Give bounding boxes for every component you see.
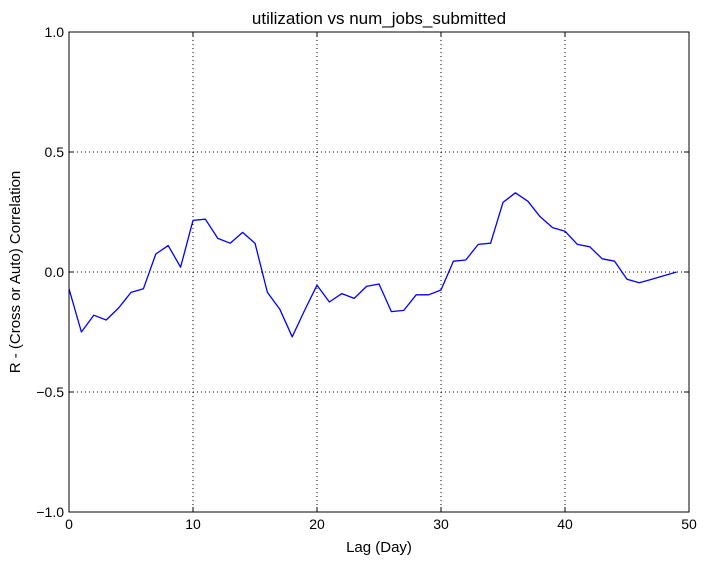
y-tick-label: 0.0 [45, 264, 65, 280]
y-axis-label: R - (Cross or Auto) Correlation [7, 171, 24, 374]
series-line [68, 192, 677, 338]
chart-title: utilization vs num_jobs_submitted [252, 9, 506, 28]
x-tick-label: 50 [681, 516, 697, 532]
y-tick-label: 1.0 [45, 24, 65, 40]
y-tick-label: 0.5 [45, 144, 65, 160]
ticks: 0 10 20 30 40 50 −1.0 −0.5 0.0 0.5 1.0 [36, 24, 697, 532]
x-axis-label: Lag (Day) [346, 539, 412, 556]
grid [69, 32, 689, 512]
y-tick-label: −0.5 [36, 384, 64, 400]
x-tick-label: 30 [433, 516, 449, 532]
x-tick-label: 10 [185, 516, 201, 532]
x-tick-label: 40 [557, 516, 573, 532]
x-tick-label: 20 [309, 516, 325, 532]
series-layer [68, 192, 677, 338]
x-tick-label: 0 [65, 516, 73, 532]
y-tick-label: −1.0 [36, 504, 64, 520]
